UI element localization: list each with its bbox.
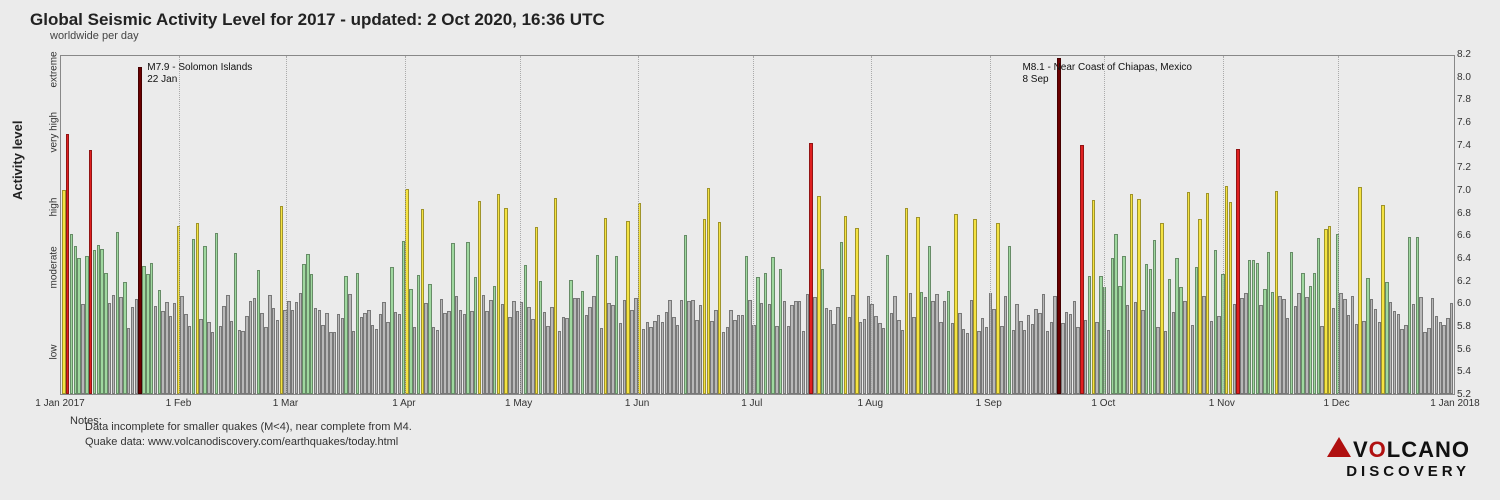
logo-o: O bbox=[1369, 437, 1387, 462]
logo-top: VOLCANO bbox=[1327, 437, 1470, 463]
notes-text: Data incomplete for smaller quakes (M<4)… bbox=[85, 420, 412, 451]
x-tick-label: 1 Sep bbox=[976, 398, 1002, 409]
x-tick-label: 1 Apr bbox=[392, 398, 415, 409]
annotation-line: M7.9 - Solomon Islands bbox=[147, 62, 252, 74]
x-tick-label: 1 May bbox=[505, 398, 532, 409]
x-tick-label: 1 Jul bbox=[741, 398, 762, 409]
gridline bbox=[871, 56, 872, 394]
y-tick-right-label: 7.0 bbox=[1457, 185, 1482, 196]
notes-line-1: Data incomplete for smaller quakes (M<4)… bbox=[85, 420, 412, 435]
y-tick-left-label: moderate bbox=[49, 246, 60, 288]
gridline bbox=[286, 56, 287, 394]
gridline bbox=[1223, 56, 1224, 394]
y-tick-right-label: 5.4 bbox=[1457, 366, 1482, 377]
y-tick-right-label: 6.6 bbox=[1457, 230, 1482, 241]
logo-bottom: DISCOVERY bbox=[1327, 463, 1470, 480]
bar bbox=[1450, 303, 1453, 394]
annotation-line: 8 Sep bbox=[1022, 74, 1192, 86]
plot-area: M7.9 - Solomon Islands22 Jan M8.1 - Near … bbox=[60, 55, 1455, 395]
annotation: M8.1 - Near Coast of Chiapas, Mexico8 Se… bbox=[1022, 62, 1192, 86]
y-tick-left-label: very high bbox=[49, 112, 60, 153]
y-axis-left-label: Activity level bbox=[10, 121, 25, 201]
gridline bbox=[1104, 56, 1105, 394]
logo-lcano: LCANO bbox=[1387, 437, 1470, 462]
y-tick-right-label: 7.8 bbox=[1457, 94, 1482, 105]
annotation-line: M8.1 - Near Coast of Chiapas, Mexico bbox=[1022, 62, 1192, 74]
x-tick-label: 1 Aug bbox=[857, 398, 883, 409]
logo: VOLCANO DISCOVERY bbox=[1327, 437, 1470, 480]
chart-title: Global Seismic Activity Level for 2017 -… bbox=[30, 10, 605, 30]
x-tick-label: 1 Mar bbox=[273, 398, 299, 409]
gridline bbox=[753, 56, 754, 394]
x-tick-label: 1 Oct bbox=[1091, 398, 1115, 409]
annotation: M7.9 - Solomon Islands22 Jan bbox=[147, 62, 252, 86]
y-tick-left-label: extreme bbox=[49, 52, 60, 88]
gridline bbox=[638, 56, 639, 394]
notes-line-2: Quake data: www.volcanodiscovery.com/ear… bbox=[85, 435, 412, 450]
x-tick-label: 1 Nov bbox=[1209, 398, 1235, 409]
x-tick-label: 1 Feb bbox=[166, 398, 192, 409]
chart-subtitle: worldwide per day bbox=[50, 30, 139, 42]
x-tick-label: 1 Jun bbox=[625, 398, 649, 409]
y-tick-right-label: 6.2 bbox=[1457, 276, 1482, 287]
y-tick-right-label: 7.4 bbox=[1457, 140, 1482, 151]
y-tick-right-label: 5.6 bbox=[1457, 344, 1482, 355]
gridline bbox=[520, 56, 521, 394]
x-tick-label: 1 Dec bbox=[1323, 398, 1349, 409]
gridline bbox=[990, 56, 991, 394]
x-tick-label: 1 Jan 2018 bbox=[1430, 398, 1480, 409]
y-tick-right-label: 6.8 bbox=[1457, 208, 1482, 219]
y-tick-left-label: low bbox=[49, 345, 60, 360]
bars-container bbox=[61, 56, 1454, 394]
y-tick-left-label: high bbox=[49, 198, 60, 217]
y-tick-right-label: 6.0 bbox=[1457, 298, 1482, 309]
y-tick-right-label: 5.8 bbox=[1457, 321, 1482, 332]
gridline bbox=[1338, 56, 1339, 394]
logo-v: V bbox=[1353, 437, 1369, 462]
volcano-icon bbox=[1327, 437, 1351, 457]
y-tick-right-label: 7.2 bbox=[1457, 162, 1482, 173]
y-tick-right-label: 8.2 bbox=[1457, 49, 1482, 60]
gridline bbox=[179, 56, 180, 394]
annotation-line: 22 Jan bbox=[147, 74, 252, 86]
x-tick-label: 1 Jan 2017 bbox=[35, 398, 85, 409]
y-tick-right-label: 7.6 bbox=[1457, 117, 1482, 128]
y-tick-right-label: 6.4 bbox=[1457, 253, 1482, 264]
y-tick-right-label: 8.0 bbox=[1457, 72, 1482, 83]
gridline bbox=[405, 56, 406, 394]
